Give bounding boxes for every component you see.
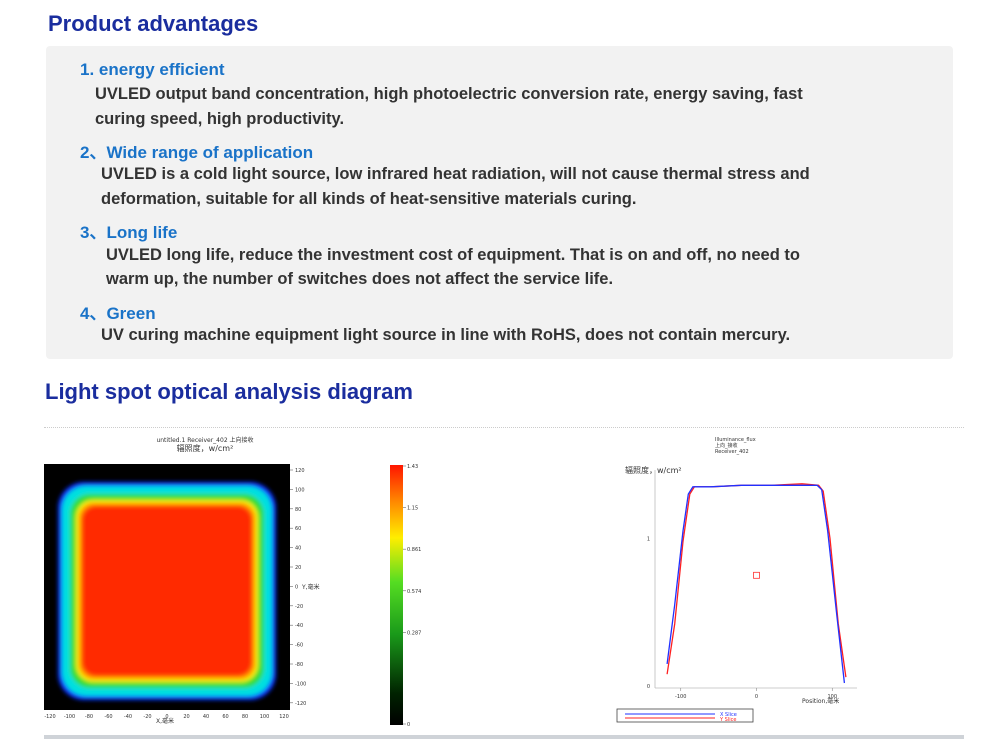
advantages-panel	[46, 46, 953, 359]
map-x-tick-label: 60	[222, 714, 228, 720]
map-x-tick-label: 100	[260, 714, 270, 720]
chart-x-label: Position,毫米	[802, 697, 839, 705]
advantage-text-2a: UVLED is a cold light source, low infrar…	[101, 165, 810, 183]
map-y-tick-label: 120	[295, 468, 305, 474]
advantage-text-2b: deformation, suitable for all kinds of h…	[101, 190, 637, 208]
product-advantages-title: Product advantages	[48, 11, 259, 36]
legend-label-x: X Slice	[720, 712, 737, 718]
map-y-axis: 120 100 80 60 40 20 0 -20 -40 -60 -80 -100 -120	[290, 468, 306, 707]
colorbar-ticks: 1.43 1.15 0.861 0.574 0.287 0	[403, 464, 421, 728]
chart-marker	[753, 571, 760, 579]
irradiance-map-spot	[58, 482, 276, 700]
chart-x-tick-label: -100	[675, 694, 686, 700]
map-title-line2: 辐照度，w/cm²	[177, 443, 234, 453]
map-y-tick-label: -20	[295, 604, 303, 610]
map-title-line1: untitled.1 Receiver_402 上向接收	[156, 436, 253, 444]
light-spot-title: Light spot optical analysis diagram	[45, 379, 413, 404]
map-x-tick-label: -20	[143, 714, 151, 720]
map-x-tick-label: -60	[104, 714, 112, 720]
colorbar	[390, 465, 403, 725]
advantage-heading-3: 3、Long life	[80, 223, 178, 242]
chart-y-tick-label: 0	[647, 684, 650, 690]
chart-ticks: -100 0 100 0 1	[647, 536, 837, 700]
chart-series	[666, 483, 847, 684]
colorbar-tick-label: 0.861	[407, 547, 421, 553]
map-x-tick-label: 80	[242, 714, 248, 720]
map-x-tick-label: 0	[165, 714, 168, 720]
map-y-tick-label: 100	[295, 487, 305, 493]
map-y-tick-label: 20	[295, 565, 301, 571]
map-x-tick-label: -80	[85, 714, 93, 720]
map-x-tick-label: -40	[124, 714, 132, 720]
chart-y-label: 辐照度，w/cm²	[625, 465, 682, 475]
map-y-tick-label: 60	[295, 526, 301, 532]
chart-legend	[616, 708, 754, 723]
map-y-tick-label: -120	[295, 701, 306, 707]
advantage-heading-2: 2、Wide range of application	[80, 143, 314, 162]
chart-x-tick-label: 0	[755, 694, 758, 700]
colorbar-tick-label: 0.574	[407, 589, 421, 595]
legend-label-y: Y Slice	[719, 717, 736, 723]
map-y-tick-label: 80	[295, 507, 301, 513]
advantage-text-1a: UVLED output band concentration, high ph…	[95, 85, 803, 103]
colorbar-tick-label: 1.43	[407, 464, 418, 470]
colorbar-tick-label: 0.287	[407, 630, 421, 636]
map-x-tick-label: -100	[64, 714, 75, 720]
advantage-text-4: UV curing machine equipment light source…	[101, 326, 791, 344]
colorbar-tick-label: 0	[407, 722, 410, 728]
map-x-tick-label: -120	[44, 714, 55, 720]
bottom-rule	[44, 735, 964, 739]
map-y-tick-label: -60	[295, 643, 303, 649]
map-y-tick-label: -40	[295, 623, 303, 629]
advantage-text-1b: curing speed, high productivity.	[95, 110, 345, 128]
map-x-label: X,毫米	[156, 717, 174, 725]
chart-title-line1: Illuminance_flux	[715, 437, 756, 443]
chart-title-line2: 上向_接收	[715, 442, 738, 449]
map-y-tick-label: 0	[295, 584, 298, 590]
chart-title-line3: Receiver_402	[715, 449, 749, 455]
map-y-label: Y,毫米	[301, 583, 320, 591]
map-x-tick-label: 40	[203, 714, 209, 720]
series-line-0	[666, 483, 847, 678]
chart-y-tick-label: 1	[647, 536, 650, 542]
map-x-tick-label: 20	[183, 714, 189, 720]
map-y-tick-label: -100	[295, 681, 306, 687]
map-x-axis: -120 -100 -80 -60 -40 -20 0 20 40 60 80 100 120	[44, 714, 288, 720]
advantage-text-3a: UVLED long life, reduce the investment c…	[106, 246, 800, 264]
map-y-tick-label: -80	[295, 662, 303, 668]
colorbar-tick-label: 1.15	[407, 506, 418, 512]
advantage-text-3b: warm up, the number of switches does not…	[106, 270, 614, 288]
section-divider	[44, 427, 964, 428]
map-x-tick-label: 120	[279, 714, 289, 720]
advantage-heading-4: 4、Green	[80, 304, 156, 323]
series-line-1	[666, 484, 846, 684]
profile-chart: Illuminance_flux 上向_接收 Receiver_402 辐照度，…	[616, 437, 857, 723]
chart-x-tick-label: 100	[827, 694, 837, 700]
map-y-tick-label: 40	[295, 546, 301, 552]
advantage-heading-1: 1. energy efficient	[80, 60, 225, 79]
